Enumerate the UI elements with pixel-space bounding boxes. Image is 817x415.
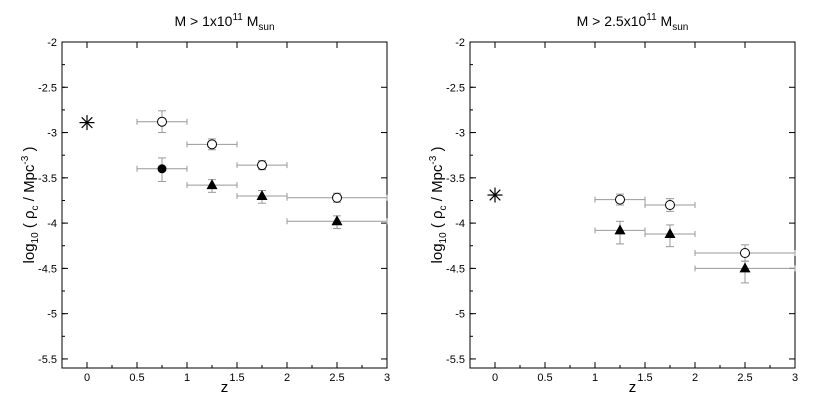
x-tick-label: 0 <box>84 372 90 384</box>
asterisk-stroke <box>489 189 501 201</box>
open-circle-point <box>615 194 625 205</box>
title-superscript: 11 <box>646 12 657 23</box>
y-axis-label: log10 ( ρc / Mpc-3 ) <box>20 147 41 264</box>
y-tick-label: -3.5 <box>38 173 57 185</box>
open-circle-point <box>665 200 675 210</box>
x-tick-label: 2 <box>692 372 698 384</box>
plot-frame <box>61 41 388 369</box>
open-circle-point <box>207 139 217 150</box>
x-tick-label: 1.5 <box>637 372 652 384</box>
filled-triangle-point <box>256 189 268 200</box>
ylabel-rho: ( ρ <box>429 210 446 232</box>
open-circle-point <box>332 192 342 203</box>
ylabel-log-subscript: 10 <box>438 232 449 244</box>
asterisk-stroke <box>81 116 93 129</box>
title-subscript: sun <box>672 22 688 33</box>
x-tick-label: 3 <box>384 372 390 384</box>
y-tick-label: -2 <box>47 37 57 49</box>
x-tick-label: 2 <box>284 372 290 384</box>
y-tick-label: -2.5 <box>38 82 57 94</box>
title-text: M > 2.5x10 <box>577 13 647 29</box>
x-tick-label: 3 <box>792 372 798 384</box>
ylabel-rho-subscript: c <box>30 205 41 210</box>
filled-triangle-point <box>206 179 218 190</box>
open-circle-point <box>157 116 167 127</box>
ylabel-unit: / Mpc <box>21 164 38 205</box>
x-axis-label: z <box>221 379 229 396</box>
x-tick-label: 0 <box>492 372 498 384</box>
y-tick-label: -5.5 <box>38 354 57 366</box>
x-tick-label: 2.5 <box>329 372 344 384</box>
x-tick-label: 1 <box>592 372 598 384</box>
ylabel-unit-superscript: -3 <box>428 155 439 164</box>
ylabel-unit: / Mpc <box>429 164 446 205</box>
y-tick-label: -3.5 <box>446 173 465 185</box>
ylabel-rho: ( ρ <box>21 210 38 232</box>
ylabel-log-subscript: 10 <box>30 232 41 244</box>
ylabel-unit-superscript: -3 <box>20 155 31 164</box>
filled-triangle-point <box>739 262 751 273</box>
y-tick-label: -3 <box>455 128 465 140</box>
title-text: M > 1x10 <box>174 13 232 29</box>
y-tick-label: -5 <box>455 309 465 321</box>
x-tick-label: 2.5 <box>737 372 752 384</box>
ylabel-log: log <box>429 243 446 263</box>
x-tick-label: 0.5 <box>129 372 144 384</box>
filled-triangle-point <box>664 227 676 238</box>
chart-title: M > 1x1011 Msun <box>174 12 274 33</box>
chart-title: M > 2.5x1011 Msun <box>577 12 689 33</box>
title-superscript: 11 <box>232 12 243 23</box>
title-mass-symbol: M <box>657 13 673 29</box>
y-tick-label: -4 <box>47 218 57 230</box>
plot-frame <box>469 41 796 369</box>
open-circle-point <box>740 247 750 258</box>
x-tick-label: 0.5 <box>537 372 552 384</box>
y-axis-label: log10 ( ρc / Mpc-3 ) <box>428 147 449 264</box>
x-tick-label: 1.5 <box>229 372 244 384</box>
open-circle-point <box>257 160 267 171</box>
title-mass-symbol: M <box>243 13 259 29</box>
filled-circle-point <box>157 164 167 174</box>
title-subscript: sun <box>258 22 274 33</box>
y-tick-label: -3 <box>47 128 57 140</box>
y-tick-label: -5 <box>47 309 57 321</box>
asterisk-point <box>487 187 503 203</box>
y-tick-label: -5.5 <box>446 354 465 366</box>
y-tick-label: -4.5 <box>446 263 465 275</box>
y-tick-label: -2 <box>455 37 465 49</box>
x-axis-label: z <box>629 379 637 396</box>
chart-panel-1: 0 0.5 1 1.5 2 2.5 3 -5.5 -5 -4.5 -4 -3.5 -3 -2.5 -2 M >… <box>20 12 390 396</box>
chart-panel-2: 0 0.5 1 1.5 2 2.5 3 -5.5 -5 -4.5 -4 -3.5 -3 -2.5 -2 M >… <box>428 12 798 396</box>
y-tick-label: -2.5 <box>446 82 465 94</box>
ylabel-close: ) <box>429 147 446 156</box>
ylabel-log: log <box>21 243 38 263</box>
ylabel-rho-subscript: c <box>438 205 449 210</box>
filled-triangle-point <box>331 215 343 226</box>
filled-triangle-point <box>614 224 626 235</box>
y-tick-label: -4.5 <box>38 263 57 275</box>
y-tick-label: -4 <box>455 218 465 230</box>
ylabel-close: ) <box>21 147 38 156</box>
asterisk-point <box>79 115 95 131</box>
x-tick-label: 1 <box>184 372 190 384</box>
